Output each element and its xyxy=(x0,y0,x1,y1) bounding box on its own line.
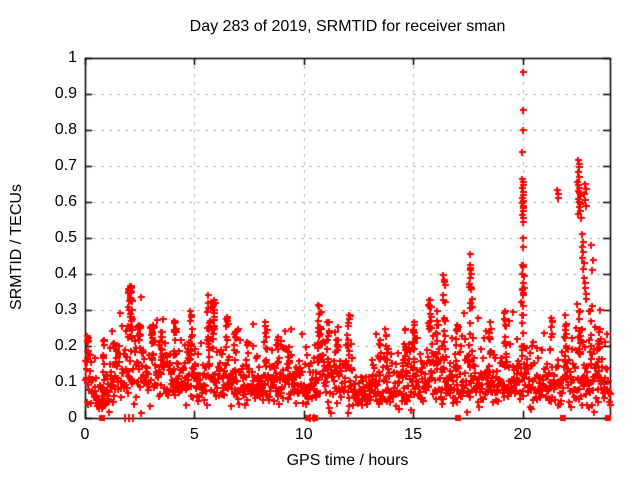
chart-title: Day 283 of 2019, SRMTID for receiver sma… xyxy=(189,18,506,35)
y-tick-label: 0.6 xyxy=(54,193,77,210)
y-tick-label: 0.7 xyxy=(54,157,77,174)
y-tick-label: 0.5 xyxy=(54,229,77,246)
x-tick-label: 20 xyxy=(513,426,532,443)
x-tick-label: 5 xyxy=(189,426,199,443)
y-tick-label: 0.8 xyxy=(54,121,77,138)
y-tick-label: 0.3 xyxy=(54,301,77,318)
x-axis-label: GPS time / hours xyxy=(286,452,409,469)
x-tick-label: 15 xyxy=(404,426,423,443)
x-tick-label: 10 xyxy=(294,426,313,443)
y-tick-label: 0.4 xyxy=(54,265,77,282)
y-tick-label: 0 xyxy=(68,409,77,426)
y-tick-label: 0.9 xyxy=(54,85,77,102)
x-tick-label: 0 xyxy=(80,426,90,443)
y-tick-label: 0.2 xyxy=(54,337,77,354)
y-tick-label: 1 xyxy=(68,49,77,66)
y-tick-label: 0.1 xyxy=(54,373,77,390)
